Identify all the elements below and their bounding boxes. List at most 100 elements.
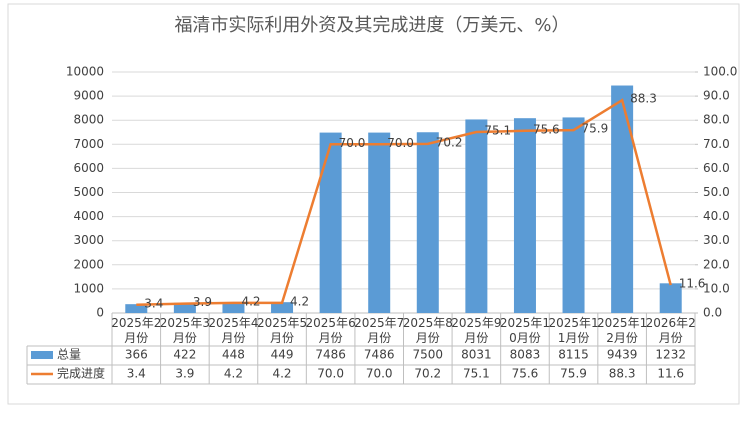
bar [659, 283, 682, 313]
y2-tick-label: 0.0 [703, 306, 722, 320]
table-value: 9439 [607, 348, 638, 362]
bar [513, 118, 536, 313]
y-tick-label: 10000 [66, 65, 104, 79]
bar [416, 132, 439, 313]
data-label: 4.2 [290, 294, 309, 308]
x-tick-label-line: 2025年8 [403, 316, 453, 330]
x-tick-label: 2025年9 月份 [451, 316, 501, 345]
y-tick-label: 7000 [73, 137, 104, 151]
data-label: 3.4 [144, 296, 163, 310]
x-tick-label-line: 1月份 [558, 331, 590, 345]
y-tick-label: 5000 [73, 185, 104, 199]
x-tick-label-line: 月份 [221, 331, 245, 345]
bar [368, 132, 391, 313]
x-tick-label: 2025年1 0月份 [500, 316, 550, 345]
y2-tick-label: 80.0 [703, 113, 730, 127]
y-tick-label: 1000 [73, 281, 104, 295]
y2-tick-label: 20.0 [703, 257, 730, 271]
legend-label: 总量 [57, 348, 81, 362]
x-tick-label-line: 月份 [270, 331, 294, 345]
table-value: 422 [173, 348, 196, 362]
table-value: 448 [222, 348, 245, 362]
x-tick-label-line: 月份 [464, 331, 488, 345]
x-tick-label: 2025年3 月份 [160, 316, 210, 345]
y-tick-label: 6000 [73, 161, 104, 175]
table-value: 8115 [558, 348, 589, 362]
y2-tick-label: 30.0 [703, 233, 730, 247]
data-label: 11.6 [679, 277, 706, 291]
table-value: 4.2 [272, 367, 291, 381]
y-tick-label: 0 [96, 306, 104, 320]
table-value: 11.6 [657, 367, 684, 381]
x-tick-label-line: 月份 [124, 331, 148, 345]
y2-tick-label: 100.0 [703, 65, 737, 79]
x-tick-label: 2025年1 2月份 [597, 316, 647, 345]
x-tick-label: 2025年4 月份 [208, 316, 258, 345]
y-tick-label: 2000 [73, 257, 104, 271]
table-value: 7486 [364, 348, 395, 362]
x-tick-label-line: 月份 [319, 331, 343, 345]
x-tick-label-line: 月份 [416, 331, 440, 345]
bar [465, 119, 488, 313]
x-tick-label: 2025年5 月份 [257, 316, 307, 345]
line [136, 98, 672, 307]
table-value: 8031 [461, 348, 492, 362]
data-label: 75.9 [582, 122, 609, 136]
y-tick-label: 8000 [73, 113, 104, 127]
x-tick-label-line: 2025年3 [160, 316, 210, 330]
table-value: 88.3 [609, 367, 636, 381]
table-value: 449 [271, 348, 294, 362]
table-value: 70.2 [414, 367, 441, 381]
legend-key [31, 351, 53, 359]
y-tick-label: 4000 [73, 209, 104, 223]
data-label: 75.1 [484, 124, 511, 138]
table-value: 70.0 [366, 367, 393, 381]
table-value: 75.9 [560, 367, 587, 381]
x-tick-label-line: 2025年1 [548, 316, 598, 330]
x-tick-label-line: 2025年5 [257, 316, 307, 330]
x-tick-label-line: 2025年7 [354, 316, 404, 330]
x-tick-label: 2025年1 1月份 [548, 316, 598, 345]
y2-tick-label: 10.0 [703, 281, 730, 295]
x-tick-label-line: 2025年2 [111, 316, 161, 330]
x-tick-label-line: 2月份 [606, 331, 638, 345]
x-tick-label: 2025年6 月份 [306, 316, 356, 345]
x-tick-label-line: 2025年9 [451, 316, 501, 330]
x-tick-label-line: 2025年4 [208, 316, 258, 330]
x-tick-label-line: 月份 [367, 331, 391, 345]
data-label: 4.2 [241, 294, 260, 308]
data-label: 70.2 [436, 135, 463, 149]
data-label: 70.0 [387, 136, 414, 150]
legend-label: 完成进度 [57, 366, 105, 381]
table-value: 75.6 [512, 367, 539, 381]
table-value: 3.4 [127, 367, 146, 381]
table-value: 4.2 [224, 367, 243, 381]
bar [173, 302, 196, 313]
y2-tick-label: 70.0 [703, 137, 730, 151]
data-label: 88.3 [630, 92, 657, 106]
x-tick-label: 2025年8 月份 [403, 316, 453, 345]
x-tick-label-line: 2025年1 [597, 316, 647, 330]
x-tick-label-line: 2026年2 [646, 316, 696, 330]
data-label: 75.6 [533, 122, 560, 136]
bar [611, 85, 634, 313]
x-tick-label: 2025年7 月份 [354, 316, 404, 345]
x-tick-label-line: 2025年6 [306, 316, 356, 330]
table-value: 366 [125, 348, 148, 362]
y2-tick-label: 90.0 [703, 89, 730, 103]
y2-tick-label: 40.0 [703, 209, 730, 223]
table-value: 1232 [655, 348, 686, 362]
data-label: 70.0 [339, 136, 366, 150]
table-value: 3.9 [175, 367, 194, 381]
bar [222, 302, 245, 313]
x-tick-label-line: 0月份 [509, 331, 541, 345]
bar [271, 302, 294, 313]
chart-title: 福清市实际利用外资及其完成进度（万美元、%） [174, 15, 569, 36]
table-value: 75.1 [463, 367, 490, 381]
y2-tick-label: 60.0 [703, 161, 730, 175]
table-value: 7486 [315, 348, 346, 362]
x-tick-label: 2025年2 月份 [111, 316, 161, 345]
bar [125, 304, 148, 313]
x-tick-label: 2026年2 月份 [646, 316, 696, 345]
x-tick-label-line: 月份 [659, 331, 683, 345]
